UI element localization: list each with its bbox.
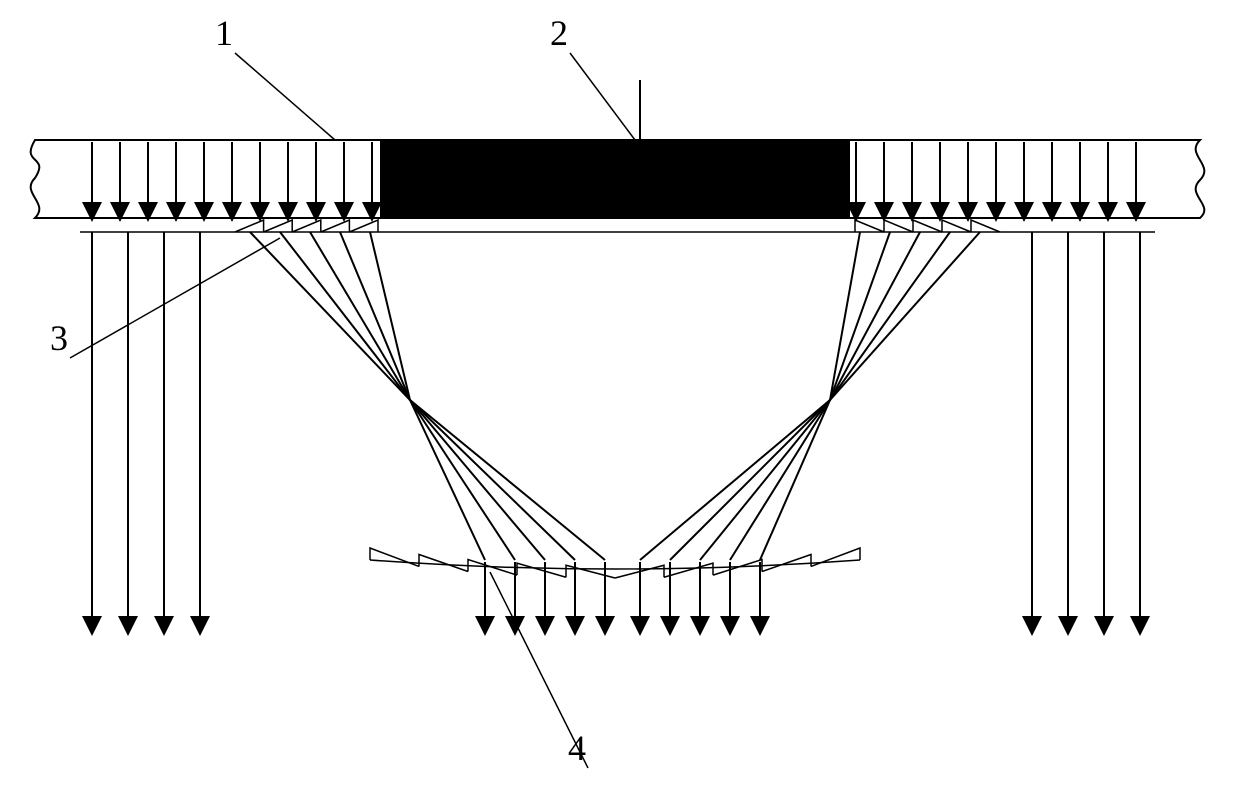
schematic-diagram: 1 2 3 4 [0, 0, 1240, 786]
label-2: 2 [550, 13, 568, 53]
refracted-ray-left-seg2 [410, 400, 485, 560]
refracted-ray-left-seg2 [410, 400, 575, 560]
refracted-ray-right-seg1 [830, 232, 950, 400]
refracted-ray-right-seg2 [730, 400, 830, 560]
lower-prism-teeth [370, 548, 860, 578]
label-1: 1 [215, 13, 233, 53]
label-4: 4 [568, 728, 586, 768]
label-3: 3 [50, 318, 68, 358]
upper-prism-right [855, 220, 1000, 232]
lower-prism-base [370, 560, 860, 569]
refracted-ray-right-seg2 [760, 400, 830, 560]
refracted-ray-left-seg1 [250, 232, 410, 400]
refracted-ray-left-seg1 [310, 232, 410, 400]
refracted-ray-right-seg1 [830, 232, 860, 400]
refracted-ray-right-seg2 [700, 400, 830, 560]
leader-line [70, 238, 280, 358]
refracted-ray-left-seg2 [410, 400, 545, 560]
leader-line [570, 53, 635, 140]
refracted-ray-left-seg2 [410, 400, 605, 560]
upper-prism-left [235, 220, 378, 232]
refracted-ray-left-seg2 [410, 400, 515, 560]
refracted-ray-right-seg1 [830, 232, 890, 400]
refracted-ray-right-seg2 [640, 400, 830, 560]
refracted-ray-right-seg1 [830, 232, 980, 400]
leader-line [235, 53, 335, 140]
refracted-ray-right-seg2 [670, 400, 830, 560]
refracted-ray-right-seg1 [830, 232, 920, 400]
black-block [380, 140, 850, 218]
